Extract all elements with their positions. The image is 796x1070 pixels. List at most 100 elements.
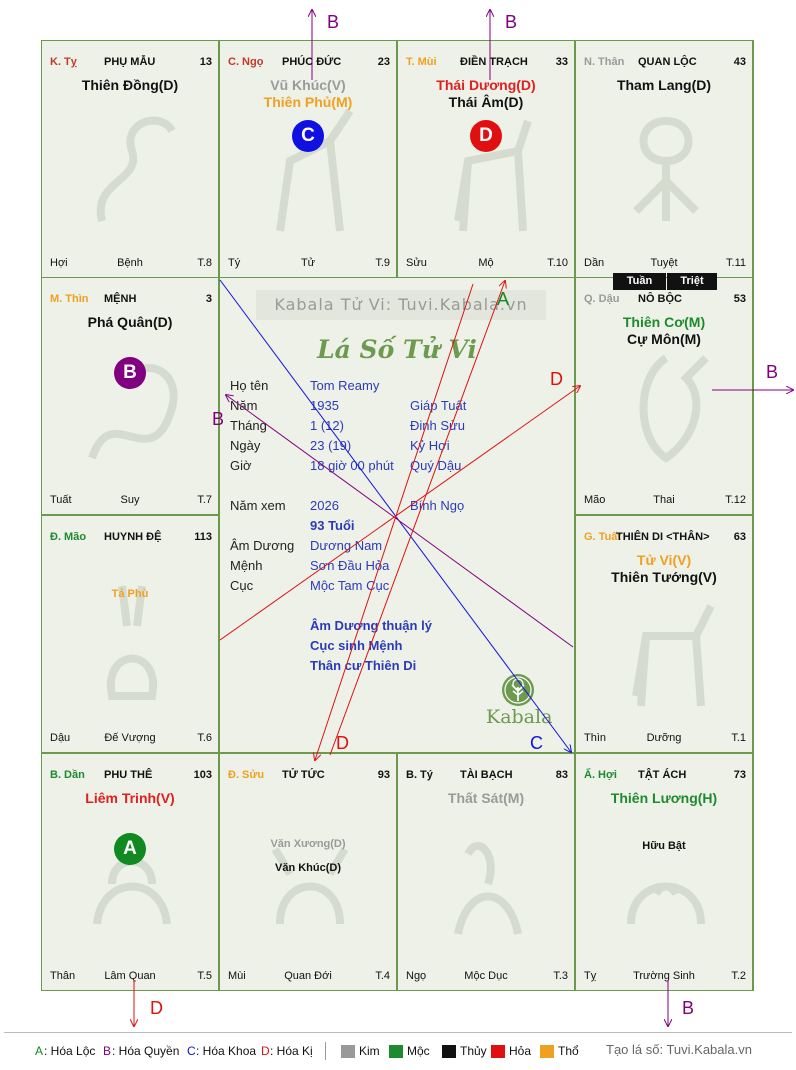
palace-age: 43 [733,56,746,68]
triet-badge: Triệt [667,273,717,290]
branch-label: Ngọ [406,970,427,982]
info-label: Năm [230,398,258,413]
major-star: Thiên Đồng(D) [81,77,179,93]
palace-age: 13 [199,56,212,68]
major-stars: Tử Vi(V) Thiên Tướng(V) [576,552,752,586]
info-label: Ngày [230,438,261,453]
branch-label: Mão [584,494,606,506]
info-label: Họ tên [230,378,269,393]
palace-age: 63 [733,531,746,543]
ox-icon [271,846,349,925]
palace-name: HUYNH ĐỆ [104,531,162,543]
palace-name: TẬT ÁCH [638,769,687,781]
info-label: Cục [230,578,254,593]
major-stars: Vũ Khúc(V) Thiên Phủ(M) [220,77,396,111]
can-chi-label: Q. Dậu [584,293,620,305]
palace-cell[interactable]: T. Mùi ĐIỀN TRẠCH 33 Thái Dương(D) Thái Âm(D… [397,40,575,278]
major-stars: Thiên Đồng(D) [42,77,218,94]
palace-cell[interactable]: Ấ. Hợi TẬT ÁCH 73 Thiên Lương(H) Hữu Bật Tỵ Tr… [575,753,753,991]
palace-cell[interactable]: Q. Dậu NÔ BỘC 53 Thiên Cơ(M) Cự Môn(M) Mão Tha… [575,277,753,515]
term-label: T.7 [197,494,212,506]
can-chi-label: N. Thân [584,56,625,68]
minor-star: Tả Phù [111,588,149,600]
can-chi-label: K. Tỵ [50,56,77,68]
stage-label: Bệnh [117,257,143,269]
info-value: Dương Nam [310,538,383,553]
stage-label: Lâm Quan [104,970,156,982]
element-name: Kim [359,1044,380,1058]
info-value: Tom Reamy [310,378,380,393]
branch-label: Sửu [406,257,427,269]
info-value: Giáp Tuất [410,398,467,413]
palace-cell[interactable]: M. Thìn MỆNH 3 Phá Quân(D) Tuất Suy T.7 [41,277,219,515]
major-stars: Liêm Trinh(V) [42,790,218,807]
legend-text: : Hóa Quyền [112,1044,180,1058]
stage-label: Tuyệt [650,257,678,269]
marker-b: B [114,357,146,389]
stage-label: Trường Sinh [633,970,695,982]
pig-icon [627,882,705,925]
major-star: Thiên Tướng(V) [611,569,717,585]
palace-name: ĐIỀN TRẠCH [460,56,528,68]
info-label: Giờ [230,458,252,473]
can-chi-label: Đ. Sửu [228,769,265,781]
palace-name: TÀI BẠCH [460,769,513,781]
can-chi-label: M. Thìn [50,293,89,305]
palace-cell[interactable]: Đ. Mão HUYNH ĐỆ 113 Tả Phù Dậu Đế Vượng T.6 [41,515,219,753]
arrow-label-b-bottom: B [682,998,695,1018]
info-label: Mệnh [230,558,263,573]
major-star: Tử Vi(V) [636,552,692,568]
legend-key: A [35,1044,44,1058]
info-label: Âm Dương [230,538,295,553]
palace-cell[interactable]: K. Tỵ PHỤ MẪU 13 Thiên Đồng(D) Hợi Bệnh T.8 [41,40,219,278]
branch-label: Thân [50,970,76,982]
palace-cell[interactable]: N. Thân QUAN LỘC 43 Tham Lang(D) Dần Tuyệt T.1… [575,40,753,278]
element-swatch [540,1045,554,1058]
info-value: Quý Dậu [410,458,462,473]
palace-name: QUAN LỘC [638,56,697,68]
major-star: Thiên Cơ(M) [622,314,706,330]
element-name: Hỏa [509,1044,532,1058]
arrow-label-b-left: B [212,409,225,429]
watermark: Kabala Tử Vi: Tuvi.Kabala.vn [256,290,546,320]
major-star: Thái Âm(D) [448,94,524,110]
palace-cell[interactable]: B. Tý TÀI BẠCH 83 Thất Sát(M) Ngọ Mộc Dục T.3 [397,753,575,991]
palace-cell[interactable]: G. Tuất THIÊN DI <THÂN> 63 Tử Vi(V) Thiên Tư… [575,515,753,753]
palace-age: 23 [377,56,390,68]
branch-label: Mùi [228,970,246,982]
palace-name: TỬ TỨC [282,769,325,781]
element-swatch [442,1045,456,1058]
palace-cell[interactable]: C. Ngọ PHÚC ĐỨC 23 Vũ Khúc(V) Thiên Phủ(M) Tý… [219,40,397,278]
minor-star: Văn Xương(D) [270,838,346,850]
branch-label: Dần [584,257,605,269]
palace-name: THIÊN DI <THÂN> [616,531,710,543]
kabala-logo-text: Kabala [486,706,553,728]
info-label: Tháng [230,418,267,433]
can-chi-label: G. Tuất [584,531,622,543]
can-chi-label: B. Tý [406,769,433,781]
info-value: 1 (12) [310,418,344,433]
palace-age: 113 [194,531,212,543]
info-value: Kỷ Hợi [410,438,450,453]
minor-star: Văn Khúc(D) [275,862,341,874]
can-chi-label: Ấ. Hợi [584,769,617,781]
tuan-badge: Tuần [613,273,666,290]
snake-icon [96,116,176,222]
info-value: 2026 [310,498,339,513]
palace-cell[interactable]: B. Dần PHU THÊ 103 Liêm Trinh(V) Thân Lâm Qua… [41,753,219,991]
legend-key: B [103,1044,112,1058]
branch-label: Thìn [584,732,607,744]
branch-label: Tỵ [584,970,597,982]
major-star: Liêm Trinh(V) [85,790,175,806]
can-chi-label: C. Ngọ [228,56,264,68]
palace-cell[interactable]: Đ. Sửu TỬ TỨC 93 Văn Xương(D) Văn Khúc(D) Mùi… [219,753,397,991]
info-value: Đinh Sửu [410,418,465,433]
stage-label: Thai [653,494,675,506]
legend-divider [4,1032,792,1033]
arrow-label-a: A [497,289,510,309]
credit-text[interactable]: Tạo lá số: Tuvi.Kabala.vn [606,1042,752,1057]
info-label: Năm xem [230,498,286,513]
kabala-logo-icon [502,674,534,706]
major-stars: Thiên Lương(H) [576,790,752,807]
